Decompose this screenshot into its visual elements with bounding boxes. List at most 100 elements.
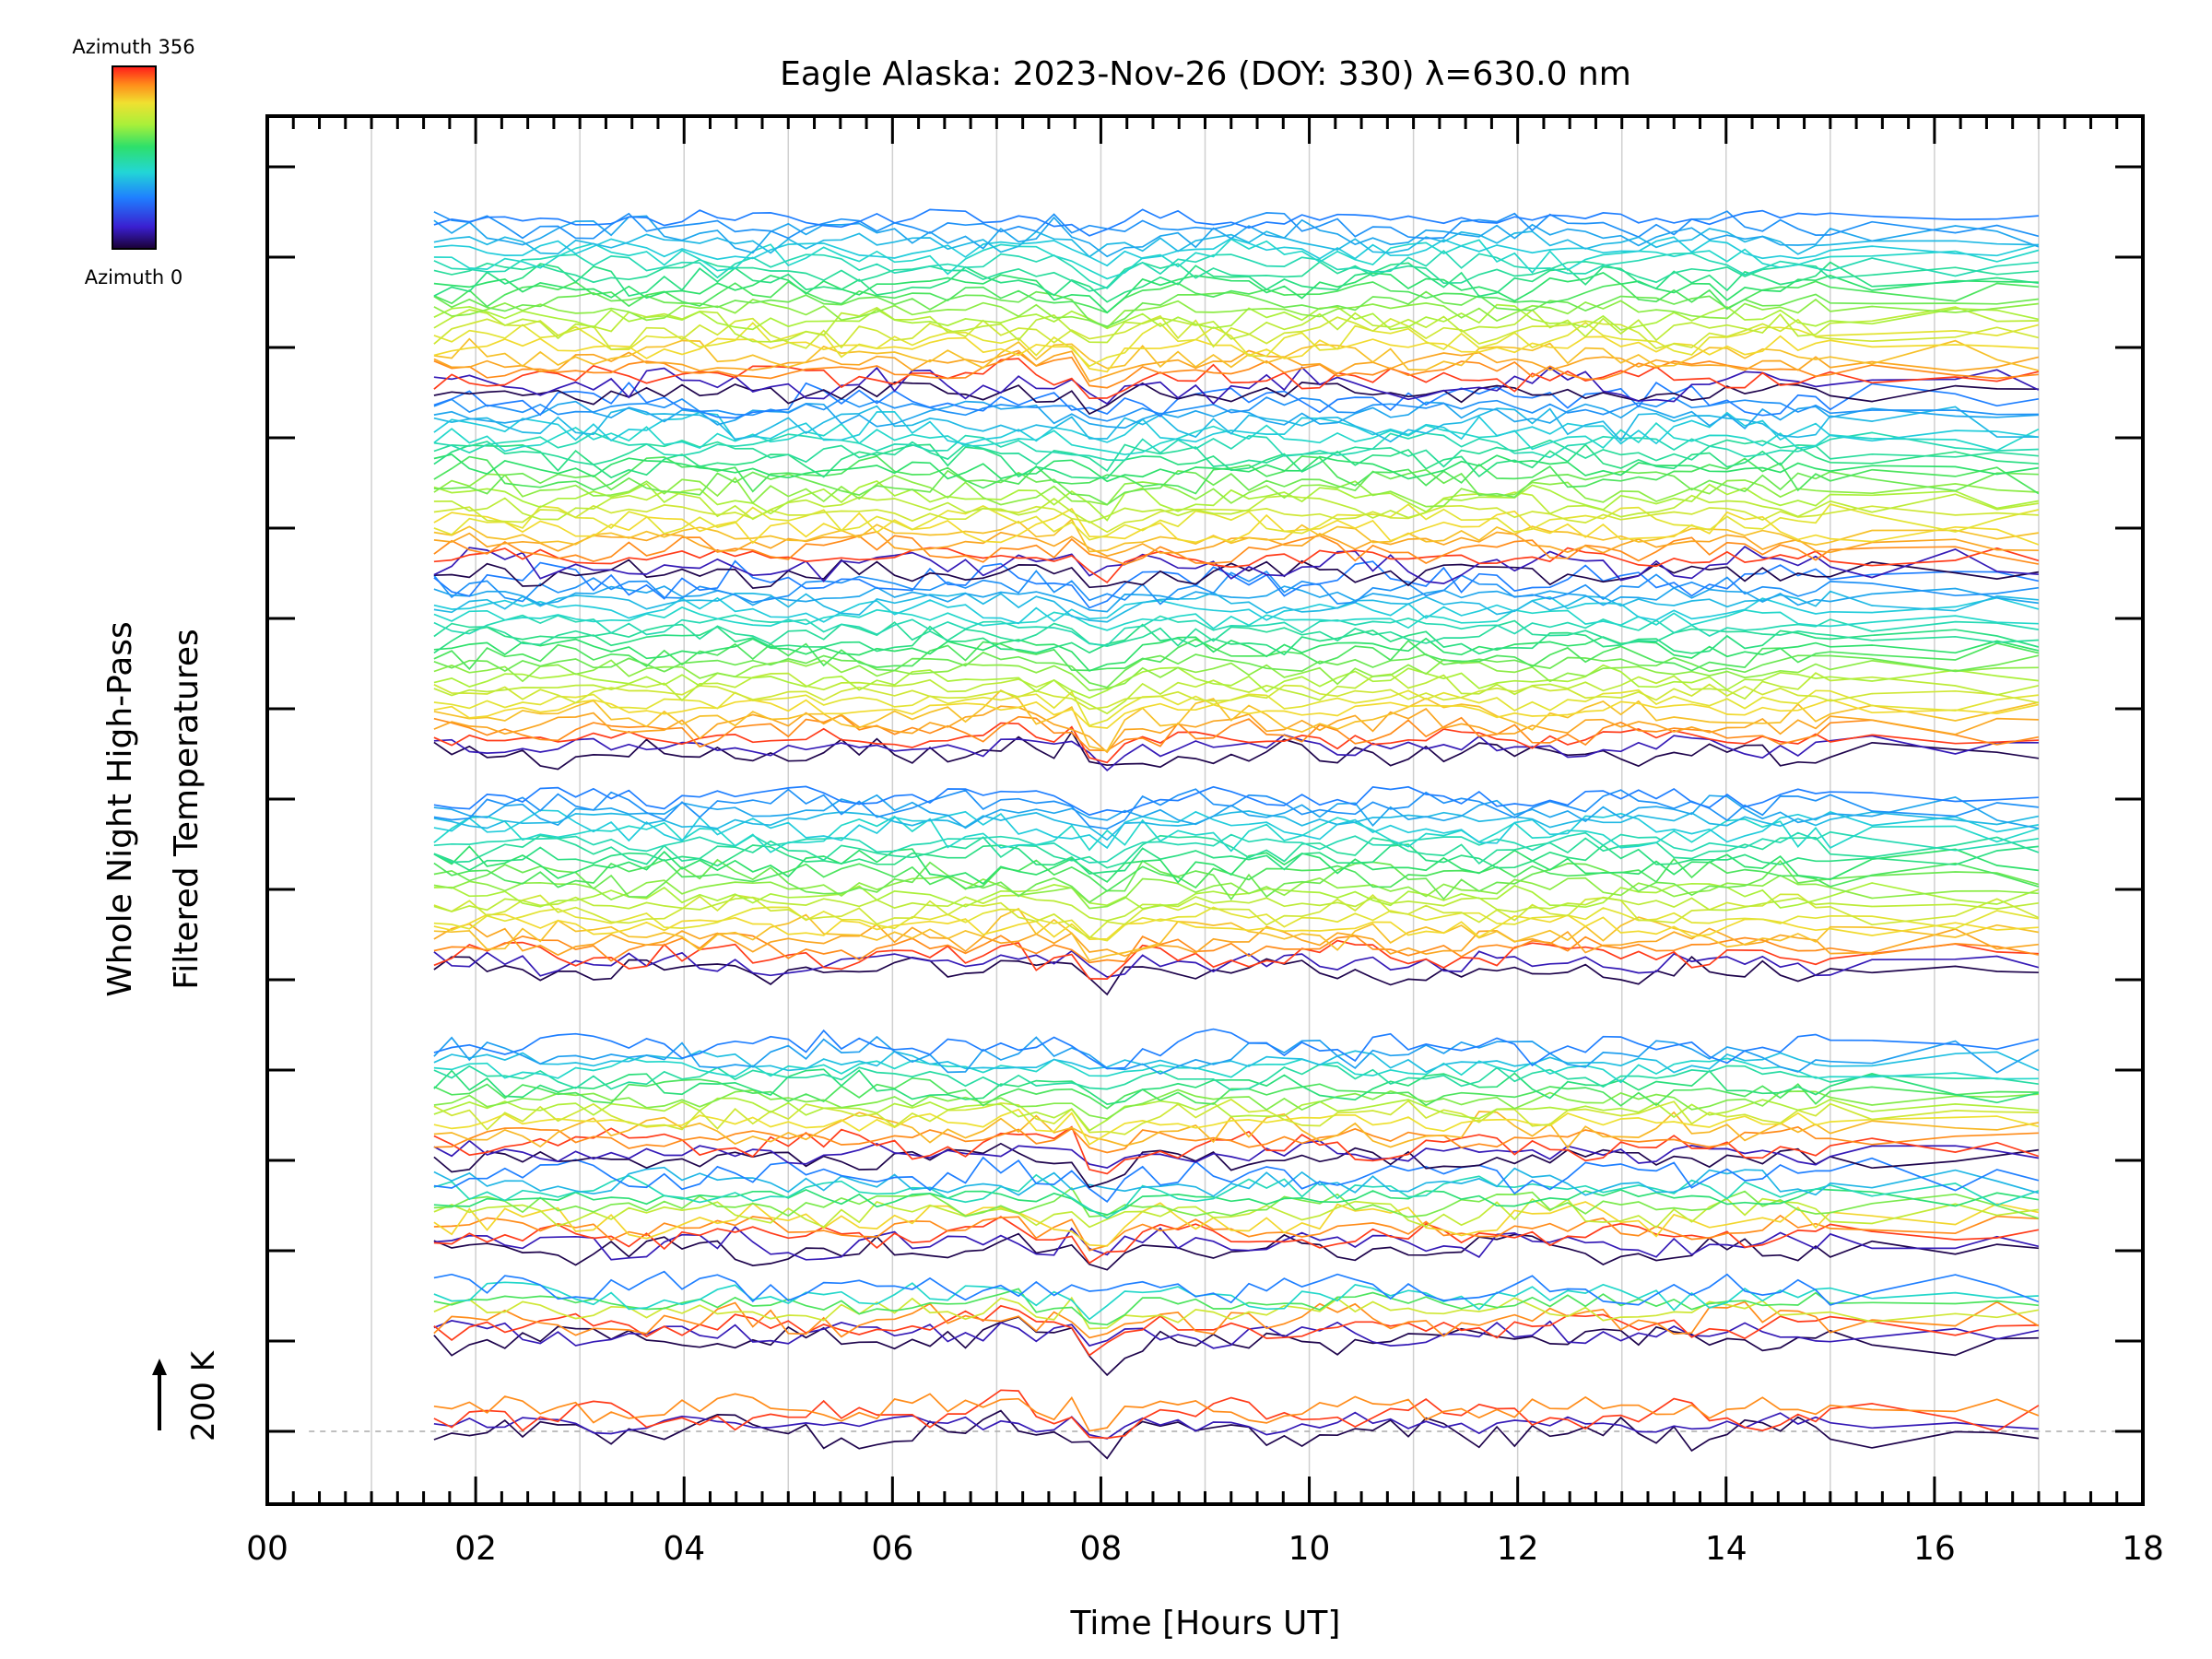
x-tick-label: 10 xyxy=(1288,1530,1331,1568)
trace-line xyxy=(433,1197,2040,1229)
plot-frame xyxy=(265,114,2145,1506)
trace-line xyxy=(433,1288,2039,1326)
trace-line xyxy=(433,236,2040,267)
trace-line xyxy=(433,535,2040,566)
trace-line xyxy=(433,1270,2040,1306)
trace-line xyxy=(433,1077,2039,1110)
y-axis-label-line2: Filtered Temperatures xyxy=(168,629,206,990)
trace-line xyxy=(433,1409,2040,1460)
trace-line xyxy=(433,1304,2039,1357)
x-axis-label: Time [Hours UT] xyxy=(1070,1605,1341,1642)
trace-line xyxy=(433,396,2039,422)
trace-line xyxy=(433,619,2039,647)
trace-line xyxy=(433,874,2039,910)
trace-line xyxy=(433,518,2040,553)
x-tick-label: 00 xyxy=(246,1530,288,1568)
trace-line xyxy=(433,228,2039,258)
trace-line xyxy=(433,1393,2040,1432)
trace-line xyxy=(433,215,2040,258)
trace-line xyxy=(433,570,2040,606)
trace-line xyxy=(433,1088,2039,1120)
trace-line xyxy=(433,1320,2040,1349)
trace-line xyxy=(433,455,2040,495)
trace-line xyxy=(433,507,2040,546)
trace-line xyxy=(433,623,2040,656)
trace-line xyxy=(433,815,2040,853)
trace-line xyxy=(433,453,2040,483)
trace-line xyxy=(433,410,2040,445)
trace-line xyxy=(433,857,2040,892)
trace-line xyxy=(433,664,2039,700)
trace-line xyxy=(433,559,2040,609)
trace-line xyxy=(433,923,2039,958)
trace-line xyxy=(433,306,2039,344)
trace-line xyxy=(433,1156,2040,1203)
trace-line xyxy=(433,1111,2040,1149)
trace-line xyxy=(433,1216,2040,1265)
trace-line xyxy=(433,1139,2040,1169)
trace-line xyxy=(433,559,2040,589)
trace-line xyxy=(433,1389,2040,1440)
trace-line xyxy=(433,906,2040,942)
trace-line xyxy=(433,337,2040,371)
x-tick-label: 16 xyxy=(1913,1530,1956,1568)
trace-line xyxy=(433,606,2039,631)
trace-line xyxy=(433,913,2039,940)
trace-line xyxy=(433,730,2040,771)
trace-line xyxy=(433,238,2040,280)
trace-line xyxy=(433,1064,2040,1091)
trace-line xyxy=(433,845,2040,885)
trace-line xyxy=(433,303,2040,331)
trace-line xyxy=(433,349,2040,382)
trace-line xyxy=(433,1411,2039,1440)
trace-line xyxy=(433,683,2040,711)
trace-line xyxy=(433,473,2039,508)
trace-line xyxy=(433,547,2040,584)
trace-line xyxy=(433,1186,2040,1219)
trace-line xyxy=(433,503,2040,541)
trace-line xyxy=(433,381,2039,416)
trace-line xyxy=(433,932,2040,964)
trace-line xyxy=(433,261,2040,303)
trace-line xyxy=(433,504,2039,534)
trace-line xyxy=(433,590,2039,623)
colorbar-top-label: Azimuth 356 xyxy=(72,36,194,58)
trace-line xyxy=(433,722,2039,764)
trace-line xyxy=(433,810,2040,841)
trace-line xyxy=(433,830,2040,864)
colorbar-bottom-label: Azimuth 0 xyxy=(85,266,183,288)
trace-line xyxy=(433,314,2040,350)
trace-line xyxy=(433,1125,2039,1154)
trace-line xyxy=(433,688,2039,727)
trace-line xyxy=(433,382,2040,419)
trace-line xyxy=(433,1300,2040,1339)
trace-line xyxy=(433,785,2039,817)
trace-line xyxy=(433,651,2040,688)
trace-line xyxy=(433,714,2040,752)
trace-line xyxy=(433,1028,2040,1070)
trace-line xyxy=(433,530,2039,558)
trace-line xyxy=(433,834,2040,869)
trace-line xyxy=(433,1225,2040,1261)
colorbar xyxy=(112,65,157,250)
trace-line xyxy=(433,1173,2040,1219)
trace-line xyxy=(433,358,2040,400)
trace-line xyxy=(433,1068,2040,1105)
x-tick-label: 12 xyxy=(1497,1530,1539,1568)
trace-line xyxy=(433,1296,2040,1330)
trace-line xyxy=(433,1166,2040,1197)
trace-line xyxy=(433,956,2039,996)
trace-line xyxy=(433,1214,2039,1252)
trace-line xyxy=(433,210,2040,240)
trace-line xyxy=(433,1188,2040,1216)
trace-line xyxy=(433,1057,2039,1084)
chart-title: Eagle Alaska: 2023-Nov-26 (DOY: 330) λ=6… xyxy=(780,55,1631,93)
trace-line xyxy=(433,1108,2040,1146)
trace-line xyxy=(433,271,2039,314)
x-tick-label: 08 xyxy=(1080,1530,1123,1568)
trace-line xyxy=(433,1281,2039,1321)
trace-line xyxy=(433,335,2039,373)
trace-line xyxy=(433,595,2040,625)
trace-line xyxy=(433,480,2040,522)
trace-line xyxy=(433,843,2039,875)
